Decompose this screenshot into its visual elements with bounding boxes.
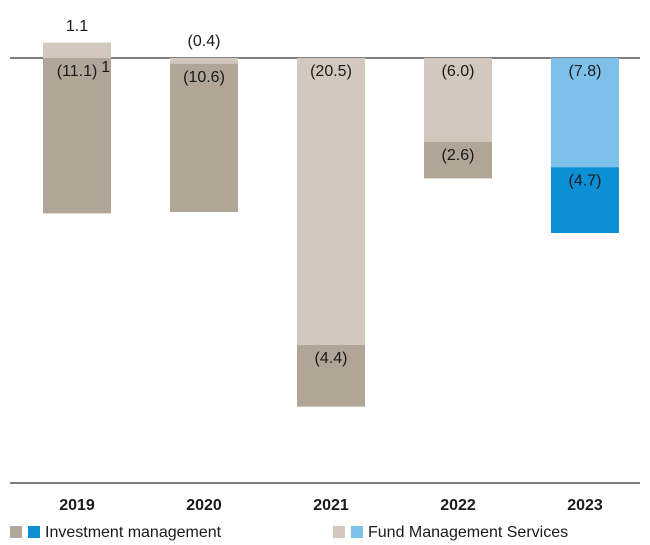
- data-label: (11.1): [57, 63, 98, 80]
- x-tick-label: 2020: [186, 497, 222, 514]
- legend-swatch: [351, 526, 363, 538]
- legend-label: Fund Management Services: [368, 524, 568, 541]
- bar-segment: [43, 58, 111, 214]
- data-label: (7.8): [569, 63, 602, 80]
- bar-segment: [297, 58, 365, 345]
- data-label: (0.4): [188, 33, 221, 50]
- bar-segment: [170, 63, 238, 212]
- bar-segment: [424, 142, 492, 179]
- bar-segment: [551, 167, 619, 233]
- data-label: (2.6): [442, 147, 475, 164]
- data-label: (6.0): [442, 63, 475, 80]
- x-tick-label: 2019: [59, 497, 95, 514]
- footnote-marker: 1: [101, 59, 110, 76]
- data-label: (20.5): [310, 63, 352, 80]
- data-label: (4.4): [315, 350, 348, 367]
- x-tick-label: 2022: [440, 497, 476, 514]
- data-label: (4.7): [569, 172, 602, 189]
- x-tick-label: 2023: [567, 497, 603, 514]
- bar-segment: [43, 42, 111, 58]
- bar-segment: [170, 58, 238, 64]
- data-label: 1.1: [66, 18, 88, 35]
- legend-label: Investment management: [45, 524, 222, 541]
- bar-segment: [551, 58, 619, 168]
- legend-swatch: [10, 526, 22, 538]
- legend-swatch: [28, 526, 40, 538]
- data-label: (10.6): [183, 69, 225, 86]
- bar-segment: [297, 345, 365, 407]
- legend-swatch: [333, 526, 345, 538]
- x-tick-label: 2021: [313, 497, 349, 514]
- bar-segment: [424, 58, 492, 142]
